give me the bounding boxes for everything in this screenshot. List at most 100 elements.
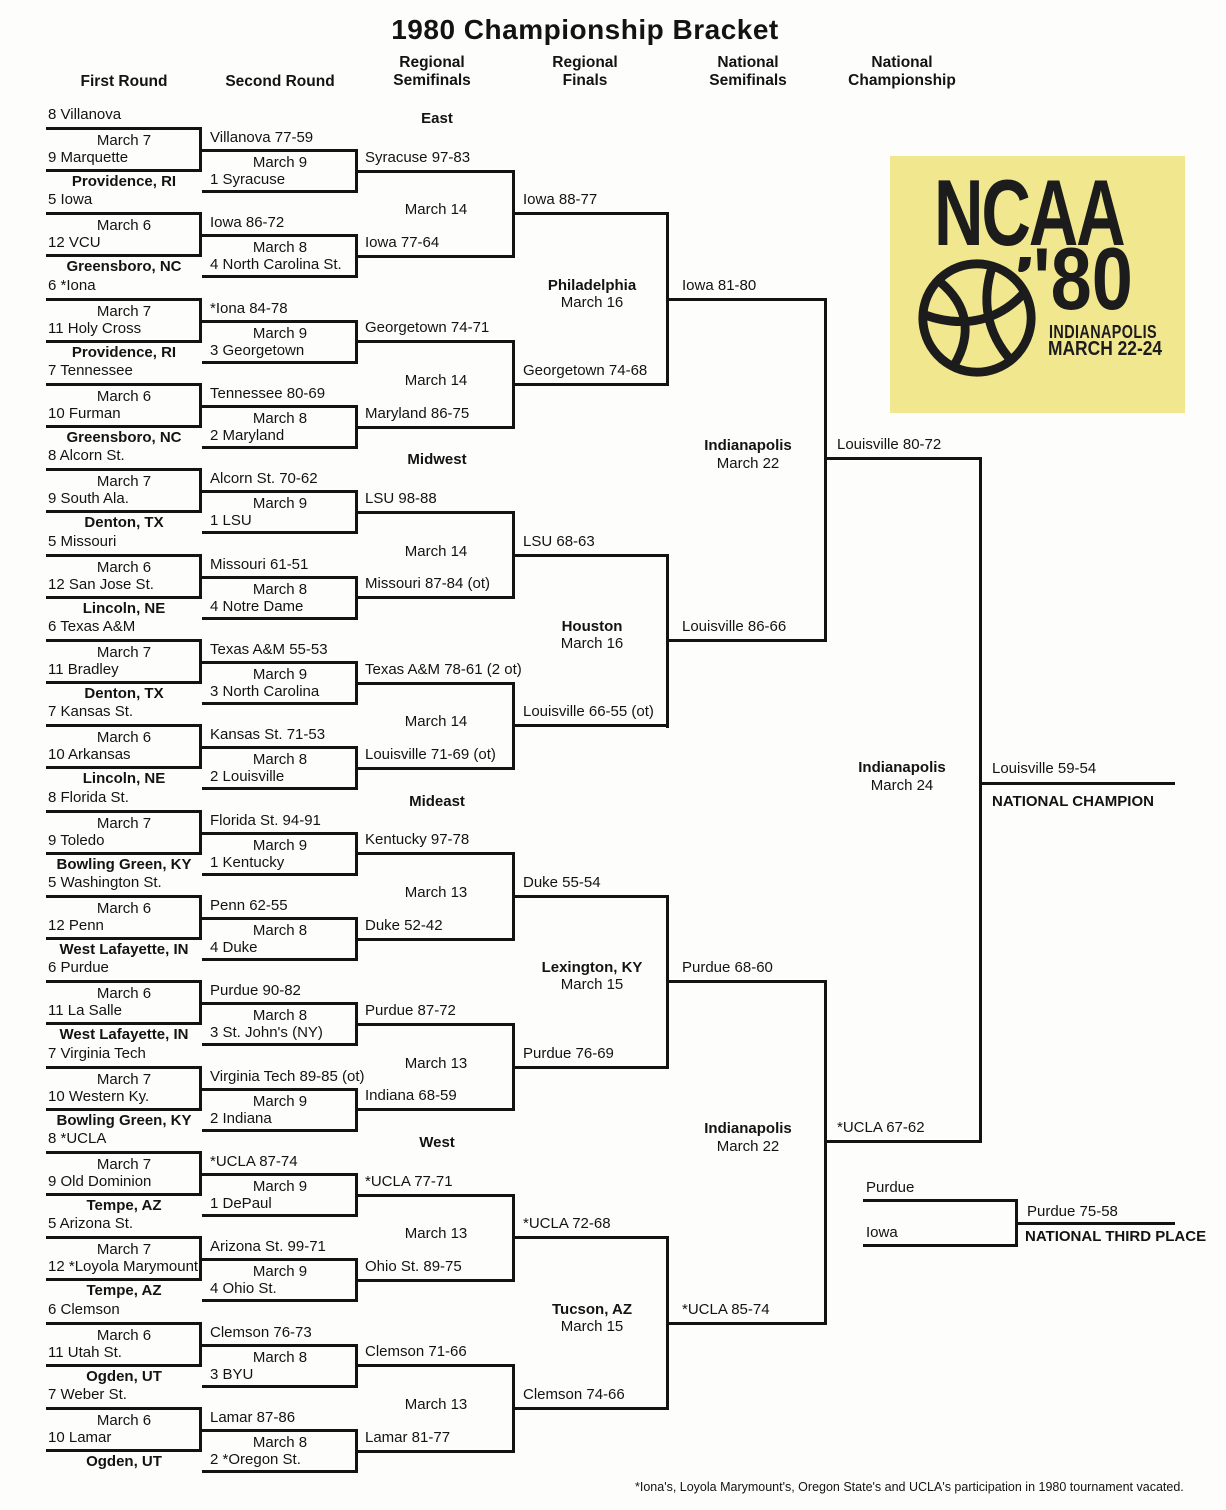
winner-label: Iowa 86-72 — [210, 214, 285, 231]
team-label: 8 Alcorn St. — [48, 447, 125, 464]
winner-label: *UCLA 87-74 — [210, 1153, 298, 1170]
column-header-national-semifinals: National — [717, 54, 779, 71]
game-date: March 15 — [560, 1318, 624, 1335]
game-date: March 16 — [560, 635, 624, 652]
column-header-national-championship: National — [871, 54, 933, 71]
bracket-line — [199, 212, 202, 257]
bracket-line — [355, 1429, 358, 1473]
bracket-line — [512, 511, 515, 599]
logo-ncaa-text: NCAA — [934, 160, 1126, 265]
bracket-line — [358, 511, 515, 514]
bracket-line — [46, 1193, 202, 1196]
team-label: 5 Arizona St. — [48, 1215, 134, 1232]
team-label: 7 Kansas St. — [48, 703, 134, 720]
bracket-line — [199, 1322, 202, 1367]
bracket-line — [515, 554, 669, 557]
winner-label: Kansas St. 71-53 — [210, 726, 326, 743]
game-date: March 8 — [252, 410, 308, 427]
game-date: March 6 — [96, 729, 152, 746]
game-site: Lincoln, NE — [82, 600, 166, 617]
bracket-line — [46, 127, 202, 130]
ncaa-80-logo: NCAA '80 INDIANAPOLIS MARCH 22-24 — [890, 156, 1185, 413]
bye-seed-label: 4 North Carolina St. — [210, 256, 342, 273]
bye-seed-label: 2 *Oregon St. — [210, 1451, 301, 1468]
logo-city-text: INDIANAPOLIS — [1049, 322, 1158, 342]
bracket-line — [355, 234, 358, 278]
team-label: 8 Florida St. — [48, 789, 129, 806]
bracket-line — [202, 1470, 358, 1473]
region-label: West — [419, 1134, 455, 1151]
bracket-line — [1015, 1199, 1018, 1247]
bracket-line — [512, 340, 515, 428]
bracket-line — [824, 980, 827, 1324]
winner-label: Syracuse 97-83 — [365, 149, 471, 166]
winner-label: Lamar 87-86 — [210, 1409, 296, 1426]
bracket-line — [515, 383, 669, 386]
bracket-line — [355, 1344, 358, 1388]
bracket-line — [355, 1258, 358, 1302]
bracket-line — [202, 1002, 358, 1005]
team-label: 9 South Ala. — [48, 490, 129, 507]
team-label: 12 *Loyola Marymount — [48, 1258, 199, 1275]
bracket-line — [202, 405, 358, 408]
winner-label: Tennessee 80-69 — [210, 385, 326, 402]
team-label: Purdue — [866, 1179, 915, 1196]
bracket-line — [46, 681, 202, 684]
bye-seed-label: 4 Notre Dame — [210, 598, 304, 615]
bracket-line — [199, 298, 202, 343]
game-site: Bowling Green, KY — [56, 856, 192, 873]
winner-label: Villanova 77-59 — [210, 129, 314, 146]
winner-label: Purdue 68-60 — [682, 959, 773, 976]
bracket-line — [202, 1043, 358, 1046]
team-label: 7 Weber St. — [48, 1386, 127, 1403]
game-date: March 15 — [560, 976, 624, 993]
game-date: March 8 — [252, 239, 308, 256]
bracket-line — [515, 1236, 669, 1239]
winner-label: Iowa 88-77 — [523, 191, 598, 208]
bracket-line — [358, 1194, 515, 1197]
bracket-line — [46, 554, 202, 557]
team-label: Iowa — [866, 1224, 898, 1241]
logo-year-text: '80 — [1033, 229, 1133, 328]
winner-label: Clemson 74-66 — [523, 1386, 625, 1403]
winner-label: Penn 62-55 — [210, 897, 288, 914]
bracket-line — [863, 1244, 1018, 1247]
bracket-line — [202, 1173, 358, 1176]
logo-dates-text: MARCH 22-24 — [1048, 338, 1163, 360]
page-title: 1980 Championship Bracket — [391, 14, 779, 45]
bracket-line — [202, 275, 358, 278]
bracket-line — [982, 782, 1175, 785]
bracket-line — [863, 1199, 1018, 1202]
winner-label: Georgetown 74-71 — [365, 319, 490, 336]
bracket-line — [358, 767, 515, 770]
bracket-line — [199, 383, 202, 428]
winner-label: Clemson 71-66 — [365, 1343, 467, 1360]
winner-label: Duke 52-42 — [365, 917, 443, 934]
team-label: 11 La Salle — [48, 1002, 122, 1019]
game-site: Denton, TX — [84, 514, 164, 531]
winner-label: Kentucky 97-78 — [365, 831, 470, 848]
team-label: 8 *UCLA — [48, 1130, 107, 1147]
game-date: March 13 — [404, 1396, 468, 1413]
winner-label: Purdue 90-82 — [210, 982, 301, 999]
winner-label: Purdue 75-58 — [1027, 1203, 1118, 1220]
bracket-line — [202, 1258, 358, 1261]
bracket-line — [46, 1108, 202, 1111]
game-date: March 7 — [96, 815, 152, 832]
bye-seed-label: 3 BYU — [210, 1366, 254, 1383]
bracket-line — [202, 873, 358, 876]
winner-label: LSU 68-63 — [523, 533, 595, 550]
bracket-line — [355, 490, 358, 534]
bracket-line — [358, 1108, 515, 1111]
game-date: March 9 — [252, 666, 308, 683]
bracket-line — [512, 852, 515, 940]
bracket-line — [355, 832, 358, 876]
national-third-place-label: NATIONAL THIRD PLACE — [1025, 1228, 1207, 1245]
bracket-line — [512, 1364, 515, 1452]
bracket-line — [46, 724, 202, 727]
winner-label: Arizona St. 99-71 — [210, 1238, 326, 1255]
bracket-line — [202, 1088, 358, 1091]
game-date: March 7 — [96, 132, 152, 149]
game-site: Houston — [561, 618, 623, 635]
bracket-line — [202, 917, 358, 920]
